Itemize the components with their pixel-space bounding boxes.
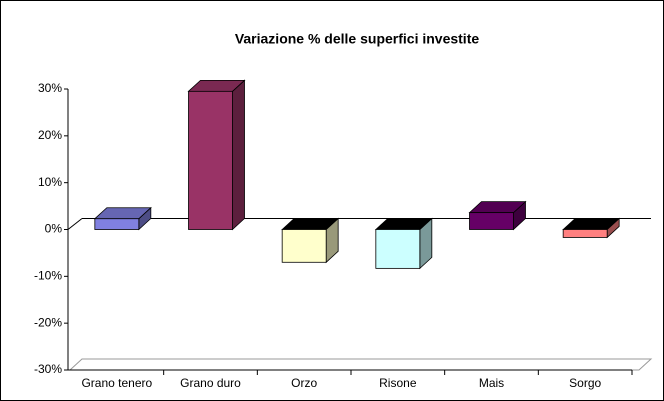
y-tick-label: 0% [45, 222, 63, 236]
y-tick-label: -10% [34, 269, 62, 283]
bar-side [232, 79, 245, 231]
chart-title: Variazione % delle superfici investite [235, 31, 480, 47]
y-tick-label: 20% [38, 128, 62, 142]
x-tick-label: Sorgo [569, 376, 601, 390]
bar [281, 229, 327, 263]
x-tick-label: Risone [379, 376, 417, 390]
floor [68, 358, 653, 371]
bar [562, 229, 608, 238]
x-tick-label: Mais [479, 376, 504, 390]
y-tick-label: -20% [34, 315, 62, 329]
zero-line [67, 218, 83, 230]
y-tick-label: 10% [38, 175, 62, 189]
bar [375, 229, 421, 269]
bar [188, 90, 233, 230]
bar [94, 218, 140, 230]
x-tick-label: Grano duro [180, 376, 241, 390]
y-tick-label: 30% [38, 81, 62, 95]
bar [469, 212, 514, 230]
y-tick-label: -30% [34, 362, 62, 376]
x-tick-label: Orzo [291, 376, 317, 390]
x-tick-label: Grano tenero [81, 376, 152, 390]
